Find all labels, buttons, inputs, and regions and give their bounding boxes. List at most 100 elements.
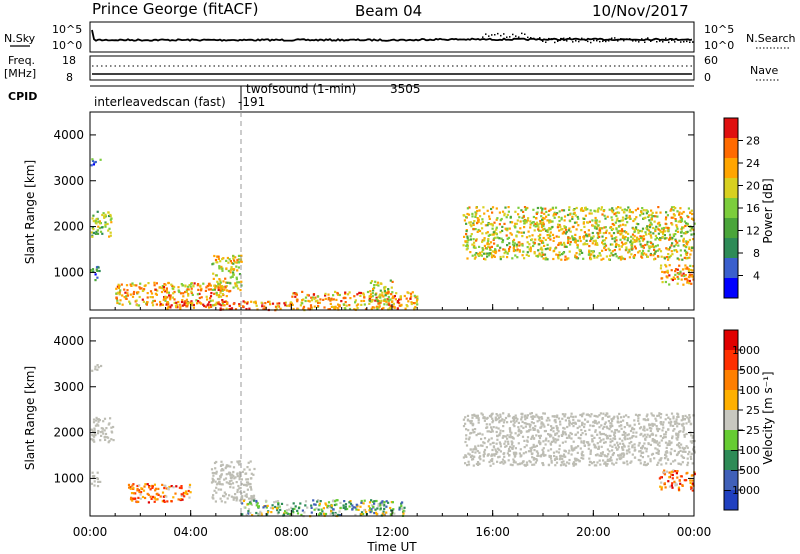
- scatter-cell: [679, 463, 683, 466]
- scatter-cell: [568, 250, 571, 253]
- scatter-cell: [585, 441, 588, 444]
- scatter-cell: [235, 261, 238, 264]
- scatter-cell: [215, 292, 218, 295]
- scatter-cell: [527, 230, 530, 233]
- scatter-cell: [189, 301, 192, 304]
- scatter-cell: [177, 286, 180, 289]
- scatter-cell: [513, 421, 516, 424]
- scatter-cell: [507, 249, 511, 253]
- scatter-cell: [213, 472, 216, 475]
- scatter-cell: [389, 304, 392, 308]
- scatter-cell: [493, 242, 496, 245]
- scatter-cell: [621, 439, 624, 442]
- scatter-cell: [574, 433, 577, 436]
- scatter-cell: [186, 303, 189, 306]
- scatter-cell: [611, 222, 614, 226]
- scatter-cell: [680, 443, 683, 446]
- scatter-cell: [271, 504, 274, 507]
- scatter-cell: [400, 507, 403, 510]
- scatter-cell: [580, 440, 583, 443]
- scatter-cell: [552, 257, 555, 261]
- scatter-cell: [464, 422, 467, 425]
- scatter-cell: [628, 448, 631, 451]
- scatter-cell: [504, 440, 507, 443]
- scatter-cell: [693, 451, 696, 454]
- scatter-cell: [588, 463, 591, 467]
- scatter-cell: [148, 486, 151, 489]
- scatter-cell: [687, 207, 690, 210]
- scatter-cell: [132, 292, 135, 295]
- scatter-cell: [637, 417, 640, 420]
- scatter-cell: [690, 457, 693, 460]
- scatter-cell: [362, 292, 365, 295]
- scatter-cell: [159, 300, 162, 304]
- scatter-cell: [168, 294, 171, 297]
- scatter-cell: [333, 307, 336, 310]
- scatter-cell: [307, 299, 310, 302]
- scatter-cell: [108, 227, 111, 230]
- scatter-cell: [177, 498, 180, 501]
- scatter-cell: [632, 227, 635, 230]
- scatter-cell: [414, 302, 417, 305]
- scatter-cell: [684, 224, 687, 228]
- scatter-cell: [285, 509, 288, 512]
- scatter-cell: [610, 418, 613, 421]
- scatter-cell: [464, 454, 467, 457]
- scatter-cell: [669, 442, 672, 445]
- scatter-cell: [546, 219, 549, 222]
- scatter-cell: [665, 430, 668, 434]
- scatter-cell: [154, 489, 157, 492]
- nsearch-point: [650, 40, 652, 42]
- scatter-cell: [692, 238, 695, 241]
- scatter-cell: [623, 461, 626, 464]
- scatter-cell: [304, 296, 308, 299]
- scatter-cell: [688, 246, 691, 249]
- scatter-cell: [559, 423, 562, 426]
- scatter-cell: [677, 433, 680, 436]
- scatter-cell: [91, 158, 94, 161]
- scatter-cell: [659, 229, 662, 232]
- scatter-cell: [398, 508, 401, 511]
- scatter-cell: [668, 264, 671, 267]
- scatter-cell: [517, 213, 520, 216]
- nsearch-point: [686, 40, 688, 43]
- cpid-label: CPID: [8, 90, 37, 103]
- scatter-cell: [674, 240, 678, 243]
- scatter-cell: [650, 217, 653, 220]
- scatter-cell: [679, 482, 682, 485]
- scatter-cell: [215, 483, 219, 486]
- scatter-cell: [652, 226, 655, 230]
- scatter-cell: [246, 301, 249, 304]
- scatter-cell: [515, 420, 518, 423]
- scatter-cell: [95, 416, 98, 419]
- scatter-cell: [205, 295, 208, 298]
- scatter-cell: [338, 510, 341, 513]
- scatter-cell: [317, 304, 320, 308]
- scatter-cell: [488, 246, 492, 249]
- scatter-cell: [588, 245, 591, 248]
- scatter-cell: [636, 207, 640, 210]
- scatter-cell: [344, 508, 347, 511]
- scatter-cell: [485, 232, 488, 235]
- scatter-cell: [547, 236, 550, 239]
- scatter-cell: [210, 305, 213, 308]
- scatter-cell: [184, 490, 188, 493]
- scatter-cell: [611, 439, 614, 443]
- scatter-cell: [469, 238, 472, 241]
- scatter-cell: [555, 450, 558, 453]
- scatter-cell: [488, 215, 491, 218]
- scatter-cell: [192, 303, 195, 307]
- scatter-cell: [638, 229, 642, 233]
- scatter-cell: [331, 500, 335, 503]
- scatter-cell: [268, 300, 271, 303]
- scatter-cell: [667, 480, 670, 483]
- nsearch-point: [506, 36, 508, 38]
- scatter-cell: [593, 225, 597, 228]
- scatter-cell: [92, 418, 96, 421]
- scatter-cell: [301, 299, 304, 302]
- scatter-cell: [475, 434, 478, 437]
- scatter-cell: [651, 215, 654, 218]
- scatter-cell: [488, 217, 491, 220]
- scatter-cell: [582, 457, 585, 460]
- scatter-cell: [477, 253, 480, 256]
